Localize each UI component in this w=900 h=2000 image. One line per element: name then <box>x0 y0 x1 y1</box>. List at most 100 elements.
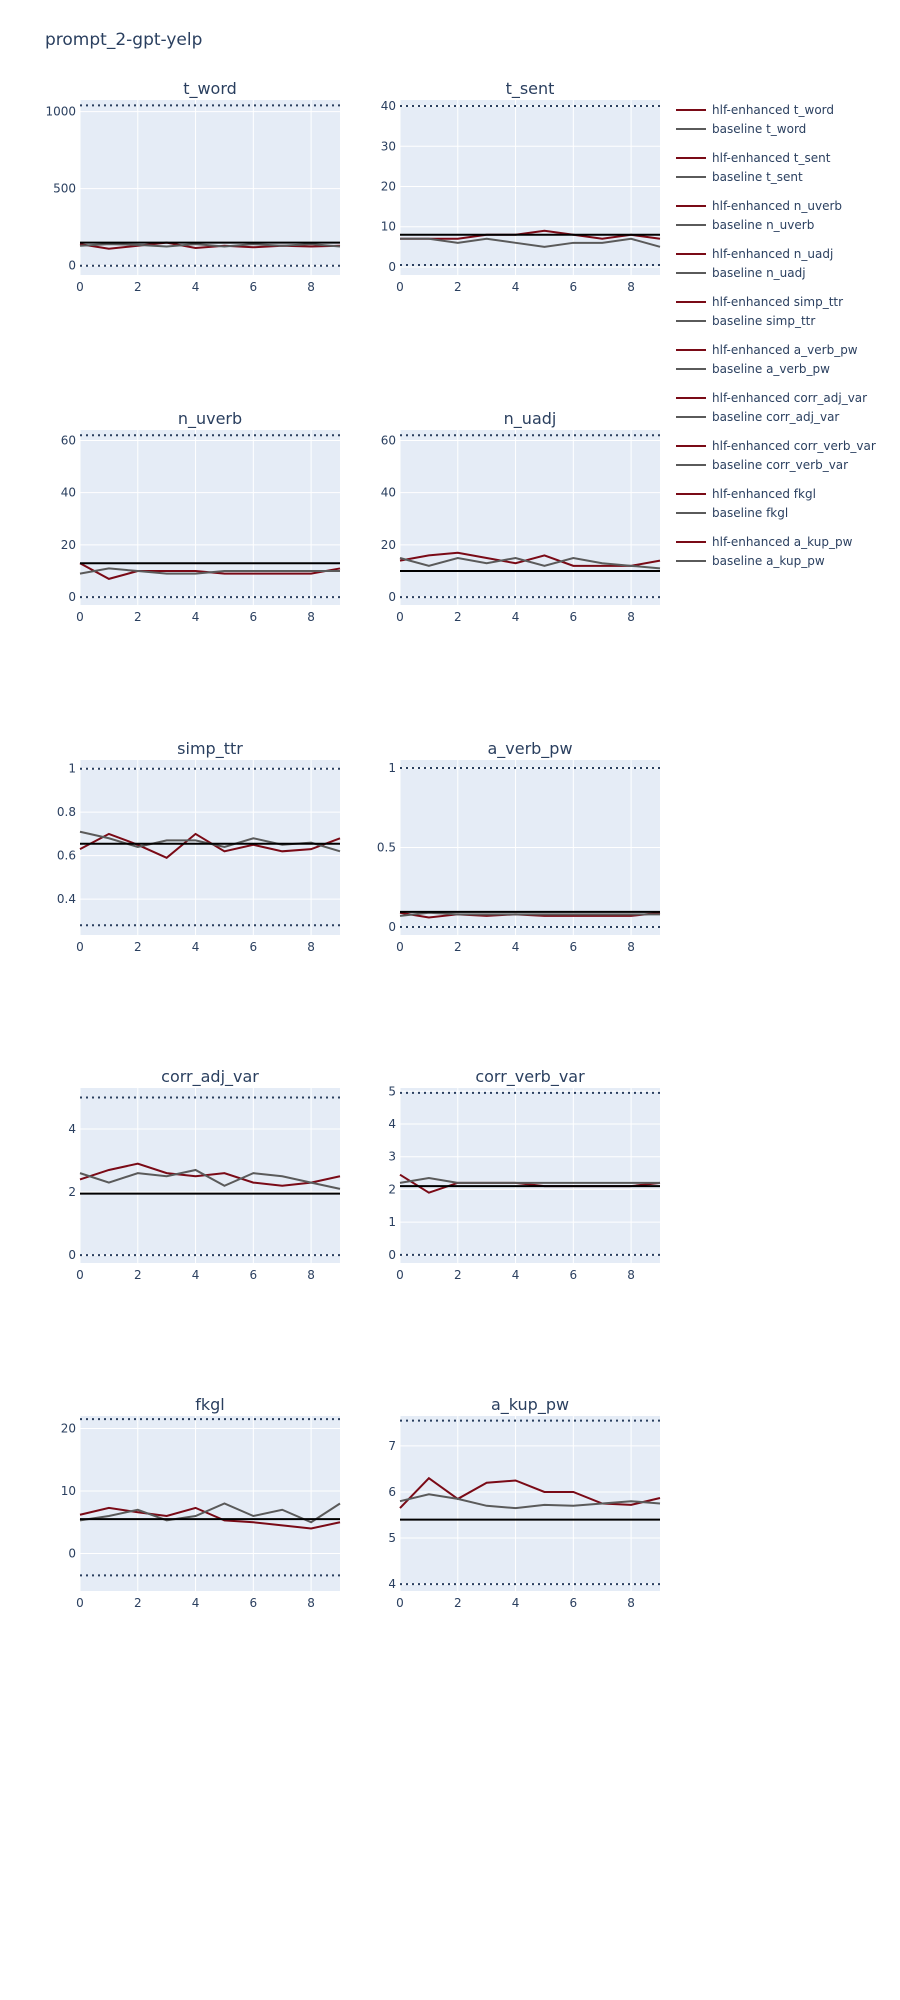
y-tick-label: 20 <box>381 179 396 193</box>
x-tick-label: 8 <box>307 1596 315 1610</box>
x-tick-label: 4 <box>192 940 200 954</box>
subplot-corr-verb-var: 0 2 4 6 8 0 1 2 3 4 5 corr_verb_var <box>388 1067 661 1282</box>
legend-item[interactable]: baseline simp_ttr <box>676 313 815 329</box>
legend-swatch <box>676 368 706 370</box>
y-tick-label: 1 <box>388 761 396 775</box>
legend-label: hlf-enhanced fkgl <box>712 487 816 501</box>
subplot-a-kup-pw: 0 2 4 6 8 4 5 6 7 a_kup_pw <box>388 1395 661 1610</box>
legend-swatch <box>676 349 706 351</box>
subplot-title: fkgl <box>195 1395 225 1414</box>
legend-item[interactable]: hlf-enhanced a_verb_pw <box>676 342 858 358</box>
subplot-title: t_sent <box>506 79 555 99</box>
x-tick-label: 6 <box>250 1268 258 1282</box>
hlf-enhanced-series-line[interactable] <box>79 832 341 859</box>
baseline-series-line[interactable] <box>79 567 340 575</box>
x-tick-label: 6 <box>570 1596 578 1610</box>
legend-swatch <box>676 272 706 274</box>
legend-item[interactable]: baseline fkgl <box>676 505 788 521</box>
plot-area <box>80 430 340 605</box>
y-tick-label: 1000 <box>45 105 76 119</box>
x-tick-label: 6 <box>570 280 578 294</box>
plot-area <box>400 1088 660 1263</box>
hlf-enhanced-series-line[interactable] <box>399 551 661 567</box>
legend-item[interactable]: hlf-enhanced t_word <box>676 102 834 118</box>
legend-label: hlf-enhanced n_uverb <box>712 199 843 213</box>
legend-item[interactable]: baseline a_kup_pw <box>676 553 825 569</box>
y-tick-label: 4 <box>388 1577 396 1591</box>
legend-swatch <box>676 301 706 303</box>
plot-area <box>400 100 660 275</box>
legend-item[interactable]: hlf-enhanced n_uverb <box>676 198 842 214</box>
legend-item[interactable]: hlf-enhanced fkgl <box>676 486 816 502</box>
legend-swatch <box>676 128 706 130</box>
x-tick-label: 8 <box>627 1268 635 1282</box>
legend-item[interactable]: baseline corr_adj_var <box>676 409 839 425</box>
subplot-n-uadj: 0 2 4 6 8 0 20 40 60 n_uadj <box>381 409 661 624</box>
hlf-enhanced-series-line[interactable] <box>79 1506 341 1530</box>
baseline-series-line[interactable] <box>399 911 660 917</box>
legend-label: hlf-enhanced corr_verb_var <box>712 439 876 453</box>
legend-label: baseline corr_adj_var <box>712 410 840 424</box>
subplot-title: a_kup_pw <box>491 1395 569 1415</box>
x-tick-label: 8 <box>307 1268 315 1282</box>
legend-item[interactable]: baseline t_sent <box>676 169 803 185</box>
hlf-enhanced-series-line[interactable] <box>79 1162 341 1187</box>
x-tick-label: 6 <box>250 1596 258 1610</box>
x-tick-label: 0 <box>396 940 404 954</box>
baseline-series-line[interactable] <box>400 237 661 248</box>
y-tick-label: 0 <box>68 1547 76 1561</box>
x-tick-label: 8 <box>627 610 635 624</box>
x-tick-label: 8 <box>627 280 635 294</box>
legend-item[interactable]: baseline n_uverb <box>676 217 814 233</box>
baseline-series-line[interactable] <box>79 243 341 248</box>
plot-area <box>80 760 340 935</box>
legend-item[interactable]: hlf-enhanced simp_ttr <box>676 294 843 310</box>
y-tick-label: 0 <box>388 920 396 934</box>
x-tick-label: 4 <box>512 940 520 954</box>
x-tick-label: 0 <box>396 1596 404 1610</box>
legend-label: hlf-enhanced corr_adj_var <box>712 391 868 405</box>
x-tick-label: 0 <box>396 280 404 294</box>
y-tick-label: 0.5 <box>377 841 396 855</box>
hlf-enhanced-series-line[interactable] <box>399 1476 661 1509</box>
y-tick-label: 4 <box>388 1117 396 1131</box>
legend-label: baseline a_kup_pw <box>712 554 825 568</box>
y-tick-label: 0.8 <box>57 805 76 819</box>
legend-swatch <box>676 176 706 178</box>
legend-swatch <box>676 493 706 495</box>
legend-item[interactable]: hlf-enhanced t_sent <box>676 150 830 166</box>
legend-item[interactable]: baseline a_verb_pw <box>676 361 830 377</box>
baseline-series-line[interactable] <box>79 1168 341 1190</box>
x-tick-label: 0 <box>396 1268 404 1282</box>
baseline-series-line[interactable] <box>399 1493 661 1510</box>
y-tick-label: 20 <box>381 538 396 552</box>
legend-item[interactable]: baseline t_word <box>676 121 806 137</box>
baseline-series-line[interactable] <box>399 1176 660 1184</box>
y-tick-label: 3 <box>388 1150 396 1164</box>
legend-label: hlf-enhanced a_kup_pw <box>712 535 853 549</box>
subplot-title: simp_ttr <box>177 739 243 759</box>
legend-label: hlf-enhanced n_uadj <box>712 247 834 261</box>
hlf-enhanced-series-line[interactable] <box>79 241 341 250</box>
legend-label: baseline a_verb_pw <box>712 362 830 376</box>
y-tick-label: 40 <box>381 486 396 500</box>
legend-item[interactable]: hlf-enhanced corr_verb_var <box>676 438 876 454</box>
y-tick-label: 0.4 <box>57 892 76 906</box>
legend-item[interactable]: hlf-enhanced corr_adj_var <box>676 390 867 406</box>
x-tick-label: 0 <box>76 1596 84 1610</box>
legend-item[interactable]: baseline corr_verb_var <box>676 457 848 473</box>
x-tick-label: 2 <box>454 1268 462 1282</box>
legend-label: baseline n_uverb <box>712 218 815 232</box>
legend-item[interactable]: baseline n_uadj <box>676 265 806 281</box>
x-tick-label: 2 <box>454 610 462 624</box>
legend-item[interactable]: hlf-enhanced a_kup_pw <box>676 534 852 550</box>
x-tick-label: 8 <box>307 610 315 624</box>
subplot-a-verb-pw: 0 2 4 6 8 0 0.5 1 a_verb_pw <box>377 739 661 954</box>
x-tick-label: 4 <box>512 280 520 294</box>
legend-item[interactable]: hlf-enhanced n_uadj <box>676 246 833 262</box>
legend-swatch <box>676 157 706 159</box>
legend-swatch <box>676 224 706 226</box>
baseline-series-line[interactable] <box>79 1502 341 1524</box>
baseline-series-line[interactable] <box>399 556 661 570</box>
hlf-enhanced-series-line[interactable] <box>400 229 661 240</box>
